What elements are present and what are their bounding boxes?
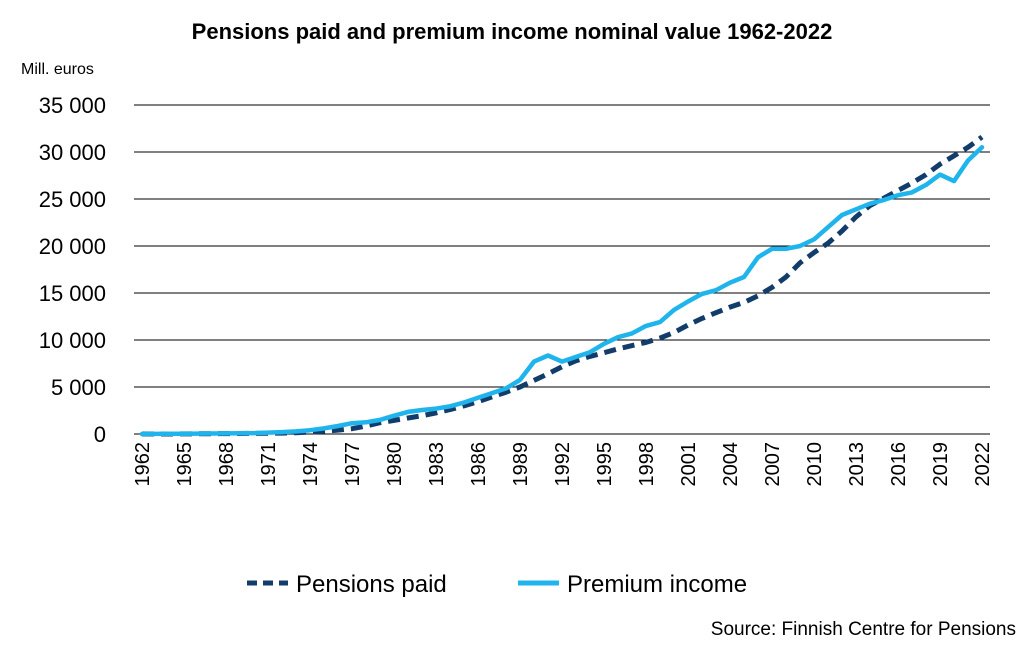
y-tick-label: 35 000 [39, 93, 106, 118]
x-tick-label: 1995 [594, 442, 616, 487]
x-tick-label: 2004 [720, 442, 742, 487]
x-axis-ticks: 1962 1965 1968 1971 1974 1977 1980 1983 1986 1989… [132, 442, 994, 487]
y-tick-label: 25 000 [39, 187, 106, 212]
x-tick-label: 1974 [300, 442, 322, 487]
y-tick-label: 15 000 [39, 281, 106, 306]
y-tick-label: 5 000 [51, 375, 106, 400]
x-tick-label: 1983 [426, 442, 448, 487]
x-tick-label: 2001 [678, 442, 700, 487]
x-tick-label: 1971 [258, 442, 280, 487]
x-tick-label: 1968 [216, 442, 238, 487]
x-tick-label: 2022 [972, 442, 994, 487]
legend: Pensions paid Premium income [247, 571, 747, 598]
x-tick-label: 1962 [132, 442, 154, 487]
gridlines [134, 104, 990, 435]
x-tick-label: 2013 [846, 442, 868, 487]
source-note: Source: Finnish Centre for Pensions [711, 619, 1016, 640]
x-tick-label: 2019 [930, 442, 952, 487]
x-tick-label: 1980 [384, 442, 406, 487]
y-tick-label: 20 000 [39, 234, 106, 259]
y-axis-unit-label: Mill. euros [21, 61, 94, 78]
series-lines [139, 134, 985, 437]
y-tick-label: 30 000 [39, 140, 106, 165]
x-tick-label: 1992 [552, 442, 574, 487]
x-tick-label: 1998 [636, 442, 658, 487]
chart-title: Pensions paid and premium income nominal… [192, 19, 833, 44]
x-tick-label: 1977 [342, 442, 364, 487]
x-tick-label: 1965 [174, 442, 196, 487]
x-tick-label: 1989 [510, 442, 532, 487]
x-tick-label: 2010 [804, 442, 826, 487]
y-axis-ticks: 0 5 000 10 000 15 000 20 000 25 000 30 000 35 0… [39, 93, 106, 447]
series-line-pensions-paid [142, 134, 984, 437]
legend-label-pensions-paid: Pensions paid [296, 571, 447, 598]
x-tick-label: 2016 [888, 442, 910, 487]
x-tick-label: 2007 [762, 442, 784, 487]
x-tick-label: 1986 [468, 442, 490, 487]
y-tick-label: 0 [94, 422, 106, 447]
series-line-premium-income [139, 145, 985, 437]
legend-label-premium-income: Premium income [567, 571, 747, 598]
y-tick-label: 10 000 [39, 328, 106, 353]
